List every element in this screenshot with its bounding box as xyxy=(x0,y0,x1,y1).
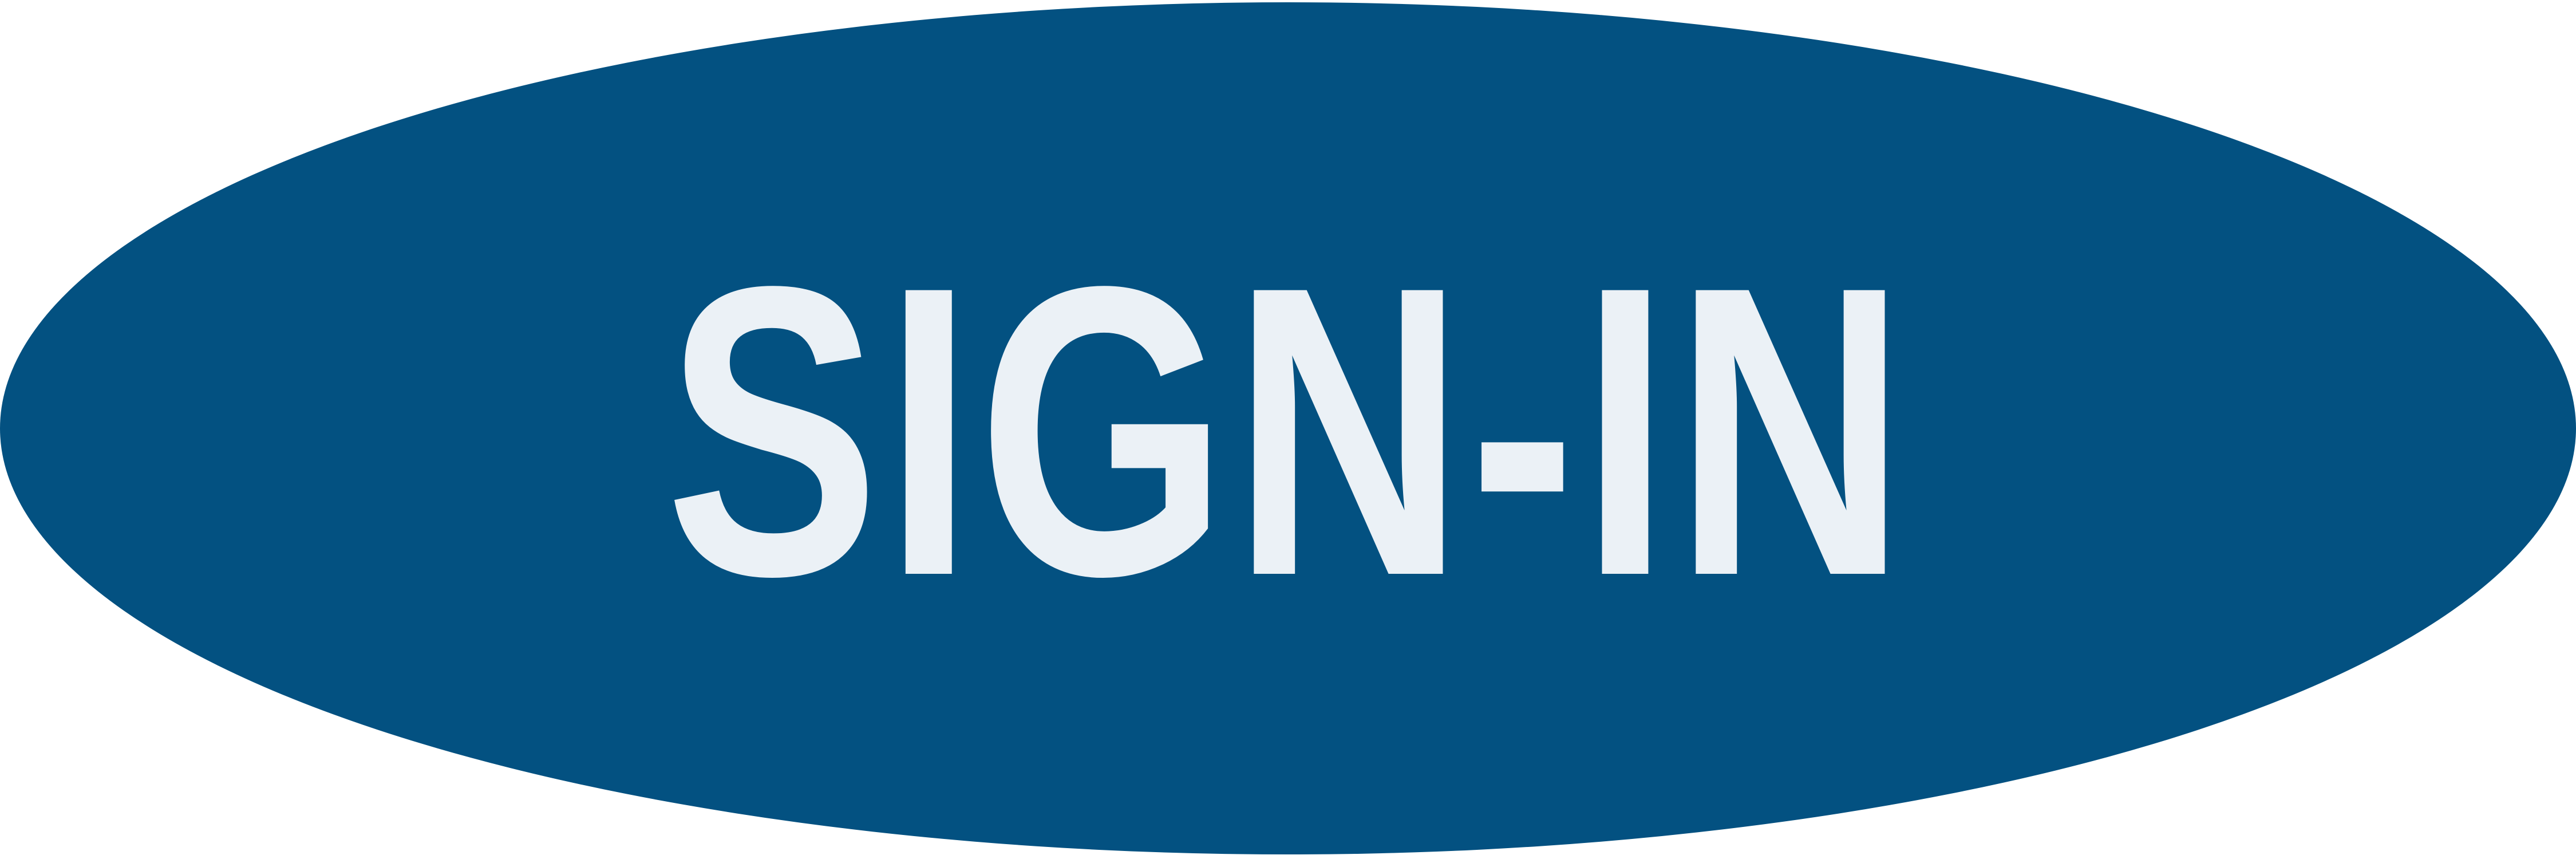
sign-in-label: SIGN-IN xyxy=(665,200,1911,661)
